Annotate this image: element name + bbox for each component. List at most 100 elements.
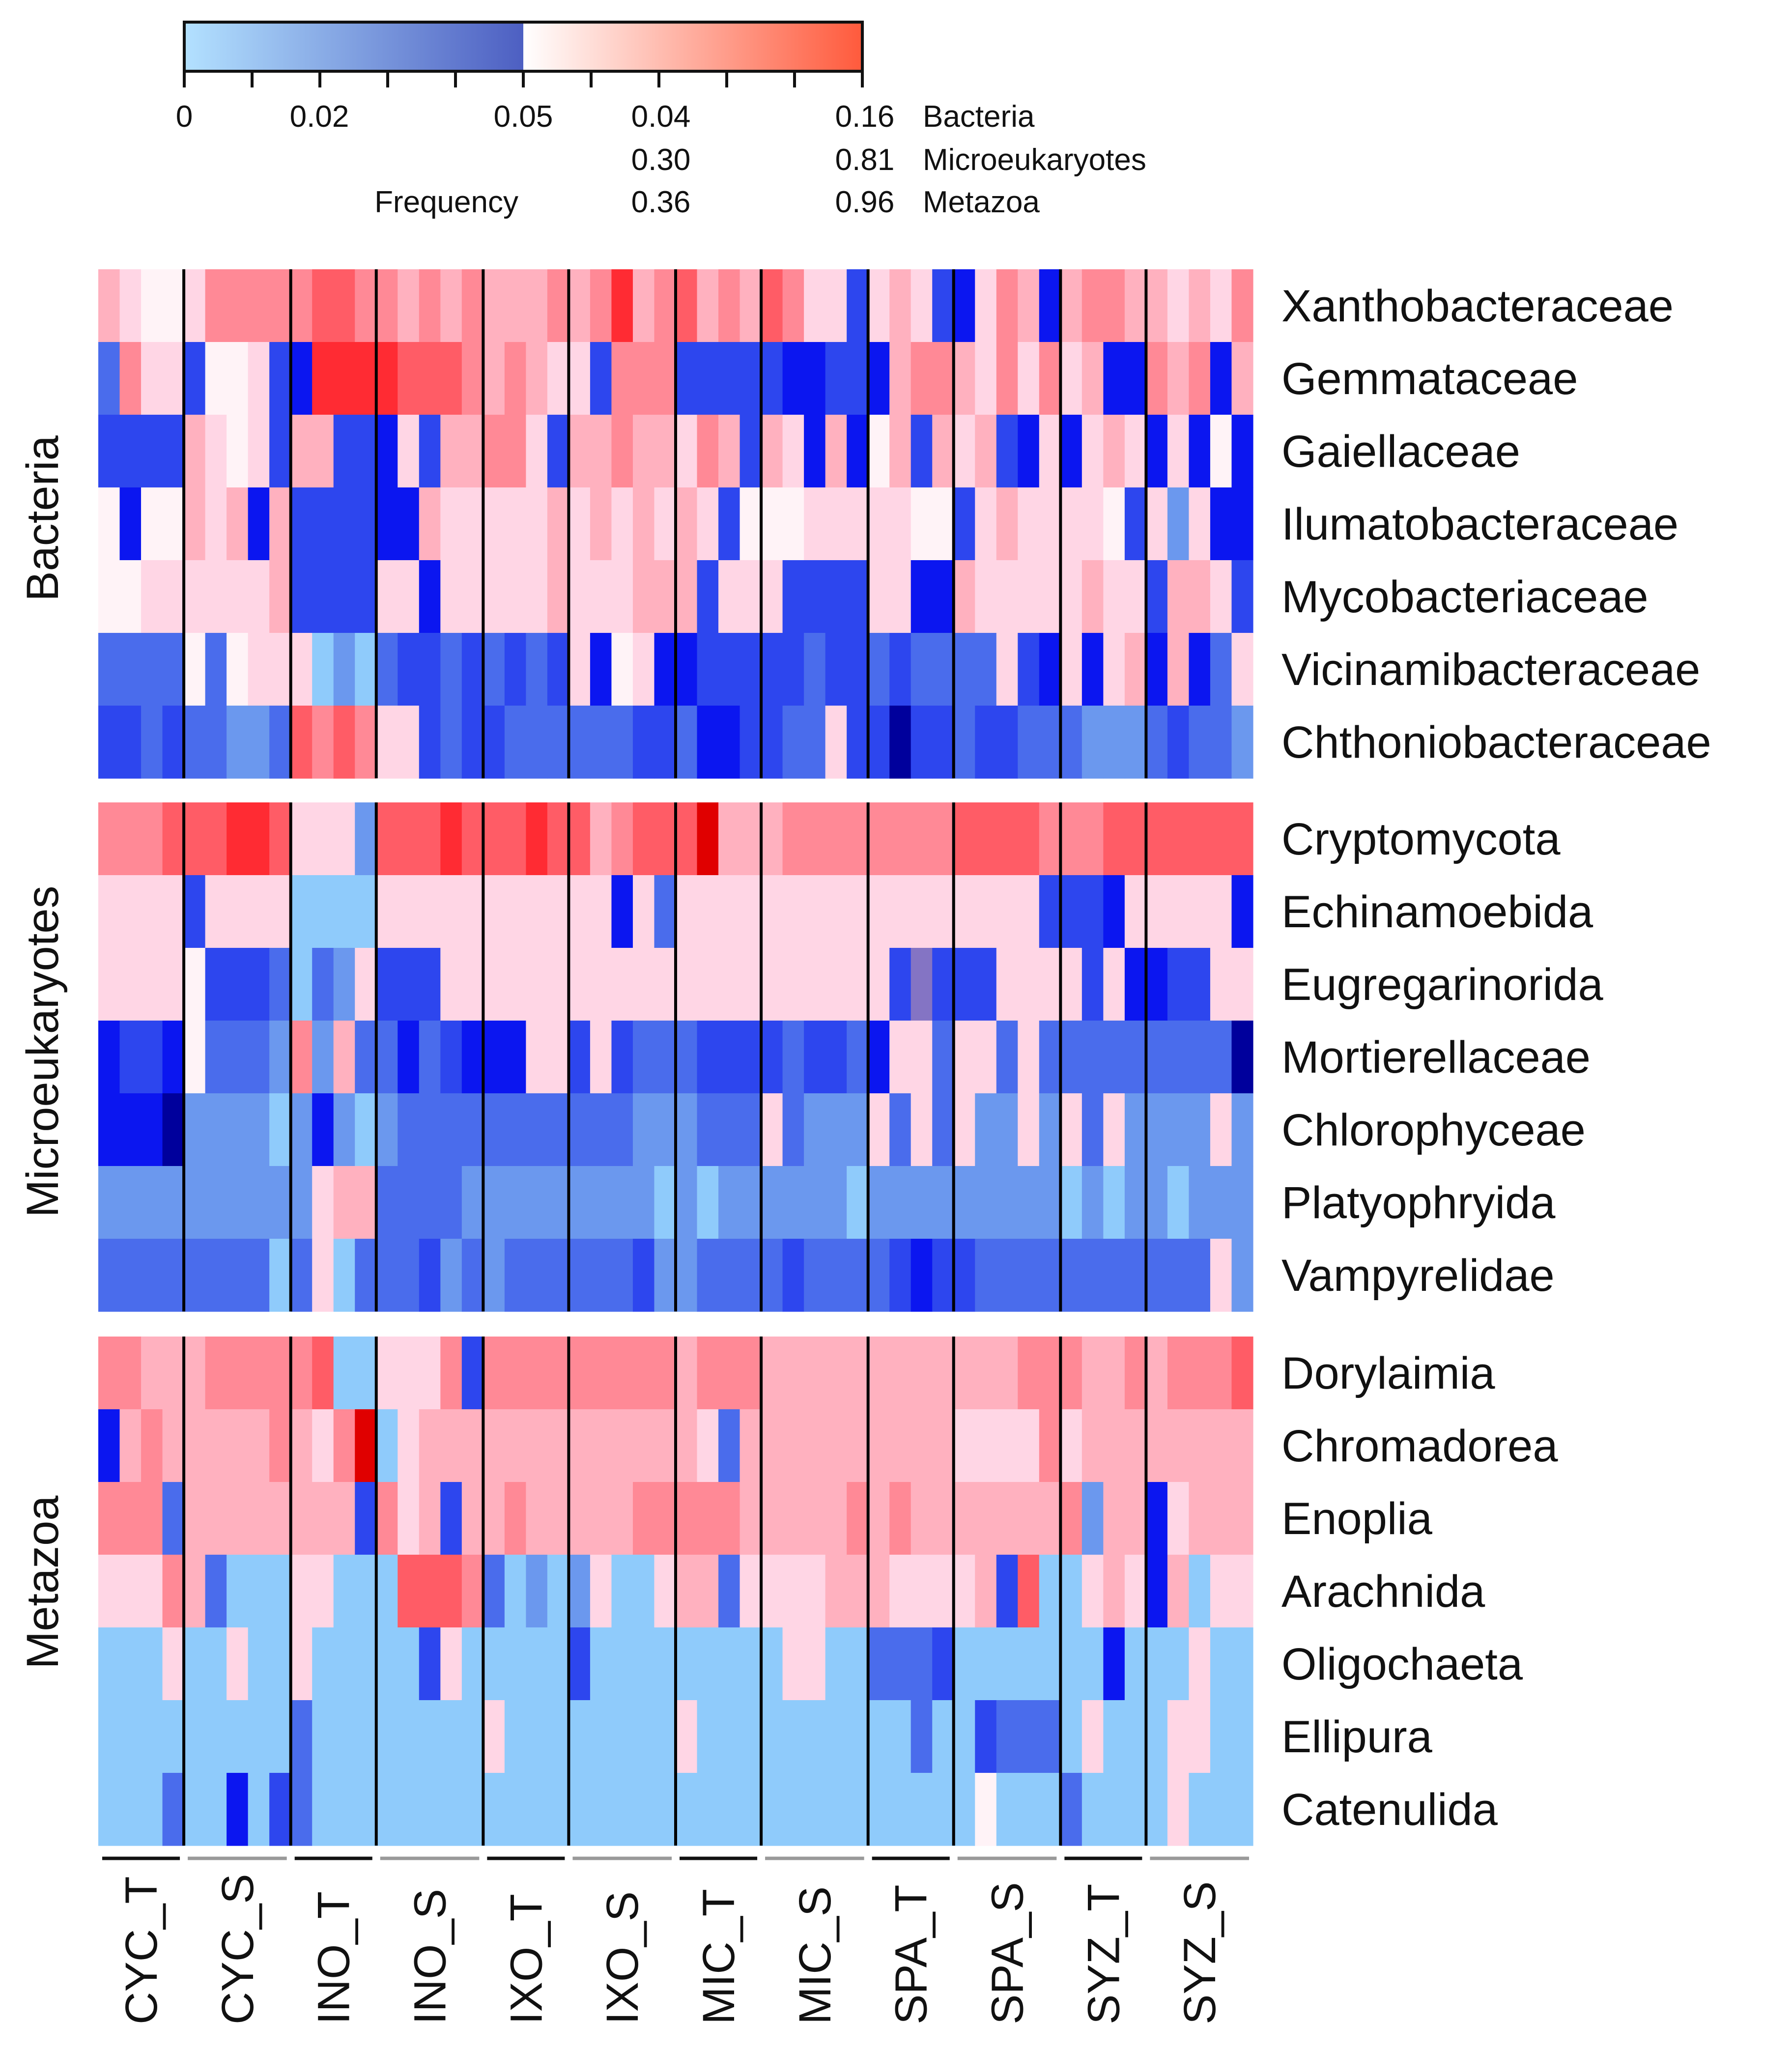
heatmap-cell (632, 269, 655, 342)
heatmap-cell (141, 1627, 163, 1701)
heatmap-cell (782, 1337, 804, 1410)
row-label: Chromadorea (1281, 1421, 1558, 1471)
heatmap-cell (184, 1627, 206, 1701)
heatmap-cell (1081, 560, 1104, 633)
heatmap-cell (697, 1021, 719, 1094)
heatmap-cell (569, 1555, 591, 1628)
heatmap-cell (398, 560, 420, 633)
heatmap-cell (1231, 1700, 1253, 1773)
heatmap-cell (461, 875, 484, 948)
heatmap-cell (227, 1627, 249, 1701)
heatmap-cell (547, 706, 569, 779)
heatmap-cell (312, 1700, 334, 1773)
heatmap-cell (889, 415, 911, 488)
heatmap-cell (697, 487, 719, 561)
heatmap-cell (847, 1409, 869, 1482)
heatmap-cell (1210, 1409, 1232, 1482)
heatmap-cell (996, 1409, 1018, 1482)
heatmap-cell (569, 706, 591, 779)
heatmap-cell (227, 1166, 249, 1239)
heatmap-cell (782, 1773, 804, 1846)
heatmap-cell (1167, 560, 1190, 633)
heatmap-cell (1210, 1555, 1232, 1628)
heatmap-cell (718, 875, 740, 948)
row-label: Chlorophyceae (1281, 1105, 1586, 1155)
heatmap-cell (825, 1021, 847, 1094)
heatmap-cell (526, 802, 548, 876)
heatmap-cell (611, 1409, 633, 1482)
heatmap-cell (590, 948, 612, 1021)
heatmap-cell (590, 342, 612, 415)
heatmap-cell (141, 1700, 163, 1773)
heatmap-cell (847, 1700, 869, 1773)
heatmap-cell (761, 1337, 783, 1410)
heatmap-cell (611, 487, 633, 561)
heatmap-cell (205, 633, 227, 706)
heatmap-cell (868, 633, 890, 706)
heatmap-cell (782, 802, 804, 876)
heatmap-cell (1018, 1555, 1040, 1628)
heatmap-cell (547, 875, 569, 948)
heatmap-cell (162, 1700, 184, 1773)
heatmap-cell (290, 948, 313, 1021)
heatmap-cell (419, 1337, 441, 1410)
heatmap-cell (162, 1093, 184, 1167)
heatmap-cell (376, 415, 398, 488)
heatmap-cell (461, 1773, 484, 1846)
heatmap-cell (889, 1700, 911, 1773)
heatmap-cell (333, 342, 355, 415)
heatmap-cell (932, 1409, 954, 1482)
heatmap-cell (718, 269, 740, 342)
heatmap-cell (333, 706, 355, 779)
heatmap-cell (461, 1093, 484, 1167)
heatmap-cell (98, 1627, 120, 1701)
heatmap-cell (740, 1482, 762, 1555)
heatmap-cell (119, 560, 142, 633)
heatmap-cell (932, 1337, 954, 1410)
heatmap-cell (1039, 1239, 1061, 1312)
heatmap-cell (676, 1021, 698, 1094)
heatmap-cell (1146, 1166, 1168, 1239)
heatmap-cell (932, 875, 954, 948)
heatmap-cell (889, 1409, 911, 1482)
heatmap-cell (1146, 1700, 1168, 1773)
heatmap-cell (654, 1773, 676, 1846)
heatmap-cell (355, 269, 377, 342)
heatmap-cell (932, 1021, 954, 1094)
heatmap-cell (248, 706, 270, 779)
heatmap-cell (975, 802, 997, 876)
heatmap-cell (910, 415, 933, 488)
heatmap-cell (248, 802, 270, 876)
heatmap-cell (1018, 1700, 1040, 1773)
heatmap-cell (1103, 1700, 1125, 1773)
heatmap-cell (761, 948, 783, 1021)
heatmap-cell (269, 1337, 291, 1410)
heatmap-cell (1018, 1093, 1040, 1167)
heatmap-cell (590, 1627, 612, 1701)
heatmap-cell (398, 1627, 420, 1701)
heatmap-cell (333, 1482, 355, 1555)
heatmap-cell (1167, 1773, 1190, 1846)
heatmap-cell (1124, 415, 1147, 488)
heatmap-cell (1039, 1337, 1061, 1410)
heatmap-cell (98, 342, 120, 415)
heatmap-cell (1210, 633, 1232, 706)
heatmap-cell (847, 1773, 869, 1846)
heatmap-cell (654, 1239, 676, 1312)
heatmap-cell (162, 1555, 184, 1628)
heatmap-cell (312, 1627, 334, 1701)
heatmap-cell (804, 1166, 826, 1239)
heatmap-cell (847, 1093, 869, 1167)
heatmap-cell (569, 802, 591, 876)
heatmap-cell (1103, 1166, 1125, 1239)
heatmap-cell (1018, 1409, 1040, 1482)
heatmap-cell (290, 802, 313, 876)
heatmap-cell (569, 487, 591, 561)
heatmap-cell (119, 1409, 142, 1482)
heatmap-cell (1103, 1482, 1125, 1555)
heatmap-cell (162, 342, 184, 415)
scale-bacteria-mid: 0.04 (631, 100, 691, 134)
heatmap-cell (526, 1239, 548, 1312)
group-title-microeukaryotes: Microeukaryotes (18, 886, 68, 1218)
heatmap-cell (676, 1627, 698, 1701)
